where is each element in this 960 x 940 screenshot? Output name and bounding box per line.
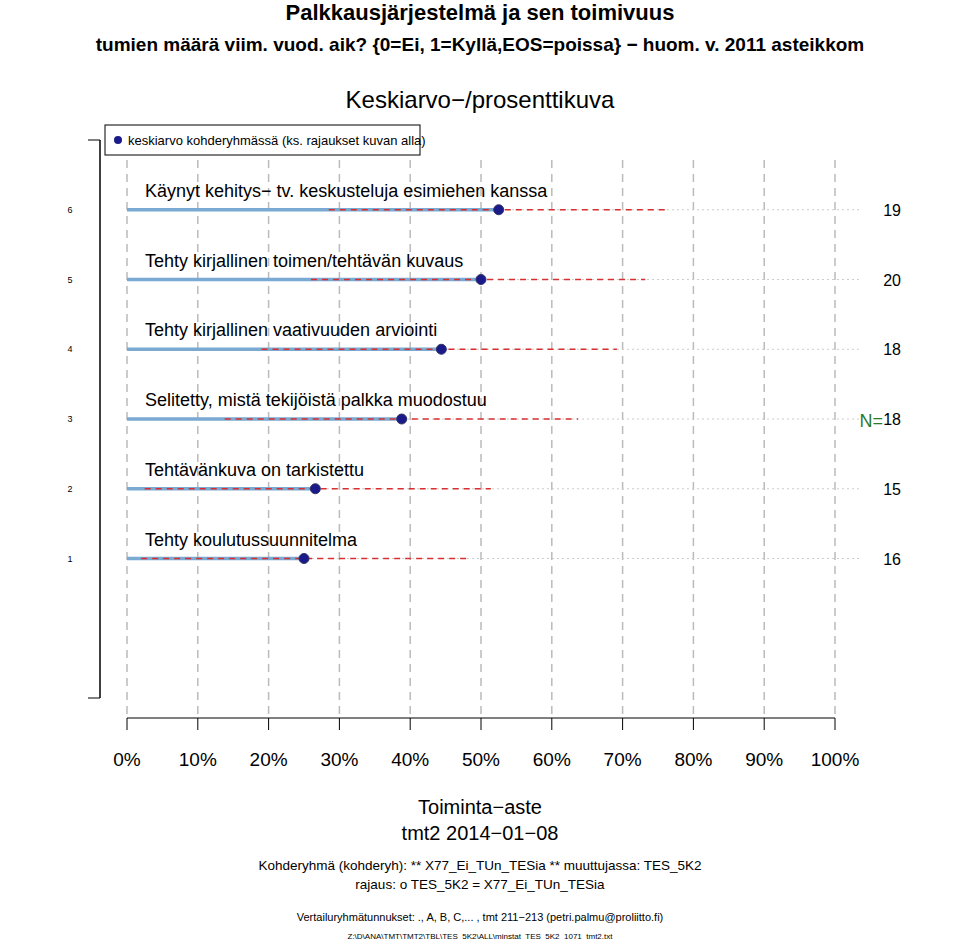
note: Kohderyhmä (kohderyh): ** X77_Ei_TUn_TES… xyxy=(258,858,701,873)
x-tick xyxy=(268,718,269,730)
x-tick-label: 10% xyxy=(179,749,217,770)
n-value: 16 xyxy=(883,551,901,568)
note: Vertailuryhmätunnukset: ., A, B, C,... ,… xyxy=(297,911,664,923)
point xyxy=(494,205,504,215)
x-tick-label: 60% xyxy=(533,749,571,770)
x-grid-line xyxy=(763,160,765,718)
n-value: 19 xyxy=(883,202,901,219)
x-tick-label: 100% xyxy=(811,749,860,770)
legend-marker xyxy=(114,136,122,144)
category-label: Käynyt kehitys− tv. keskusteluja esimieh… xyxy=(145,181,548,201)
x-grid-line xyxy=(339,160,341,718)
y-grid-line xyxy=(127,279,860,280)
y-tick-label: 6 xyxy=(67,205,72,215)
x-tick xyxy=(197,718,198,730)
point xyxy=(397,414,407,424)
point xyxy=(310,484,320,494)
point xyxy=(476,275,486,285)
n-label: N= xyxy=(859,411,883,431)
x-tick xyxy=(835,718,836,730)
x-tick-label: 70% xyxy=(604,749,642,770)
x-tick-label: 50% xyxy=(462,749,500,770)
x-grid-line xyxy=(693,160,695,718)
x-tick xyxy=(481,718,482,730)
category-label: Selitetty, mistä tekijöistä palkka muodo… xyxy=(145,390,487,410)
x-tick-label: 90% xyxy=(745,749,783,770)
n-value: 20 xyxy=(883,272,901,289)
n-value: 15 xyxy=(883,481,901,498)
title: Palkkausjärjestelmä ja sen toimivuus xyxy=(286,0,675,25)
y-tick-label: 2 xyxy=(67,484,72,494)
y-axis-end xyxy=(88,140,100,141)
x-grid-line xyxy=(622,160,624,718)
x-tick xyxy=(127,718,128,730)
x-grid-line xyxy=(268,160,270,718)
n-value: 18 xyxy=(883,341,901,358)
x-tick xyxy=(339,718,340,730)
x-grid-line xyxy=(126,160,128,718)
x-grid: 0% 10% 20% 30% 40% 50% 60% 70% 80% 90% 100% xyxy=(113,160,859,770)
y-axis-end xyxy=(88,698,100,699)
point xyxy=(299,554,309,564)
note: rajaus: o TES_5K2 = X77_Ei_TUn_TESia xyxy=(355,877,605,892)
note: Z:\D\ANA\TMT\TMT2\TBL\TES_5K2\ALL\minsta… xyxy=(348,932,614,940)
date-label: tmt2 2014−01−08 xyxy=(402,822,559,844)
labels: Tehty koulutussuunnitelma 16 Tehtävänkuva … xyxy=(145,181,901,568)
x-tick-label: 40% xyxy=(391,749,429,770)
x-grid-line xyxy=(551,160,553,718)
y-grid-line xyxy=(127,558,860,559)
y-grid-line xyxy=(127,488,860,489)
x-grid-line xyxy=(197,160,199,718)
x-tick xyxy=(410,718,411,730)
x-tick-label: 80% xyxy=(674,749,712,770)
legend-label: keskiarvo kohderyhmässä (ks. rajaukset k… xyxy=(128,133,426,148)
n-value: 18 xyxy=(883,411,901,428)
x-tick xyxy=(693,718,694,730)
y-tick-label: 4 xyxy=(67,344,72,354)
y-tick-label: 5 xyxy=(67,275,72,285)
bar xyxy=(127,278,481,282)
x-grid-line xyxy=(834,160,836,718)
bar xyxy=(127,487,315,491)
x-tick xyxy=(764,718,765,730)
category-label: Tehtävänkuva on tarkistettu xyxy=(145,460,364,480)
point xyxy=(436,344,446,354)
x-grid-line xyxy=(480,160,482,718)
plot-title: Keskiarvo−/prosenttikuva xyxy=(346,86,615,113)
subtitle: tumien määrä viim. vuod. aik? {0=Ei, 1=K… xyxy=(96,34,864,55)
y-grid-line xyxy=(127,419,860,420)
x-tick xyxy=(551,718,552,730)
category-label: Tehty kirjallinen vaativuuden arviointi xyxy=(145,320,437,340)
y-axis-line xyxy=(99,140,101,698)
x-tick-label: 0% xyxy=(113,749,141,770)
category-label: Tehty koulutussuunnitelma xyxy=(145,530,358,550)
y-axis: 1 2 3 4 5 6 xyxy=(67,140,860,698)
x-tick-label: 20% xyxy=(250,749,288,770)
x-tick-label: 30% xyxy=(320,749,358,770)
x-tick xyxy=(622,718,623,730)
chart: Palkkausjärjestelmä ja sen toimivuus tumi… xyxy=(0,0,960,940)
marks xyxy=(127,205,668,564)
category-label: Tehty kirjallinen toimen/tehtävän kuvaus xyxy=(145,251,463,271)
legend: keskiarvo kohderyhmässä (ks. rajaukset k… xyxy=(105,125,426,155)
x-label: Toiminta−aste xyxy=(418,796,542,818)
y-tick-label: 3 xyxy=(67,414,72,424)
y-grid-line xyxy=(127,349,860,350)
x-grid-line xyxy=(409,160,411,718)
y-tick-label: 1 xyxy=(67,554,72,564)
